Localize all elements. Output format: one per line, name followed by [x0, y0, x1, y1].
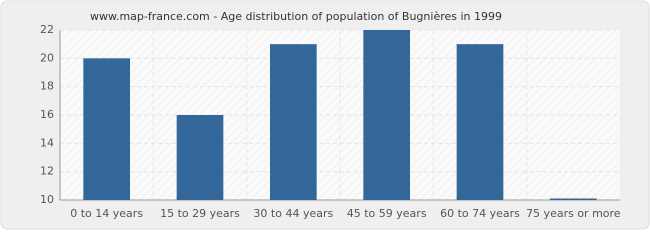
chart-title: www.map-france.com - Age distribution of… — [90, 10, 502, 23]
bar — [363, 30, 410, 200]
x-tick-label: 45 to 59 years — [347, 207, 427, 220]
x-tick-label: 15 to 29 years — [160, 207, 240, 220]
y-tick-label: 20 — [40, 51, 54, 64]
y-tick-label: 16 — [40, 108, 54, 121]
y-tick-label: 14 — [40, 136, 54, 149]
chart: www.map-france.com - Age distribution of… — [0, 0, 650, 230]
y-tick-label: 12 — [40, 165, 54, 178]
bar — [270, 44, 317, 200]
y-tick-label: 10 — [40, 193, 54, 206]
x-tick-label: 30 to 44 years — [253, 207, 333, 220]
bar — [550, 198, 597, 200]
y-tick-label: 18 — [40, 80, 54, 93]
bar — [456, 44, 504, 200]
x-tick-label: 75 years or more — [526, 207, 621, 220]
x-tick-label: 60 to 74 years — [440, 207, 520, 220]
bar — [83, 58, 130, 201]
y-tick-label: 22 — [40, 23, 54, 36]
x-tick-label: 0 to 14 years — [70, 207, 143, 220]
bar — [176, 115, 224, 200]
